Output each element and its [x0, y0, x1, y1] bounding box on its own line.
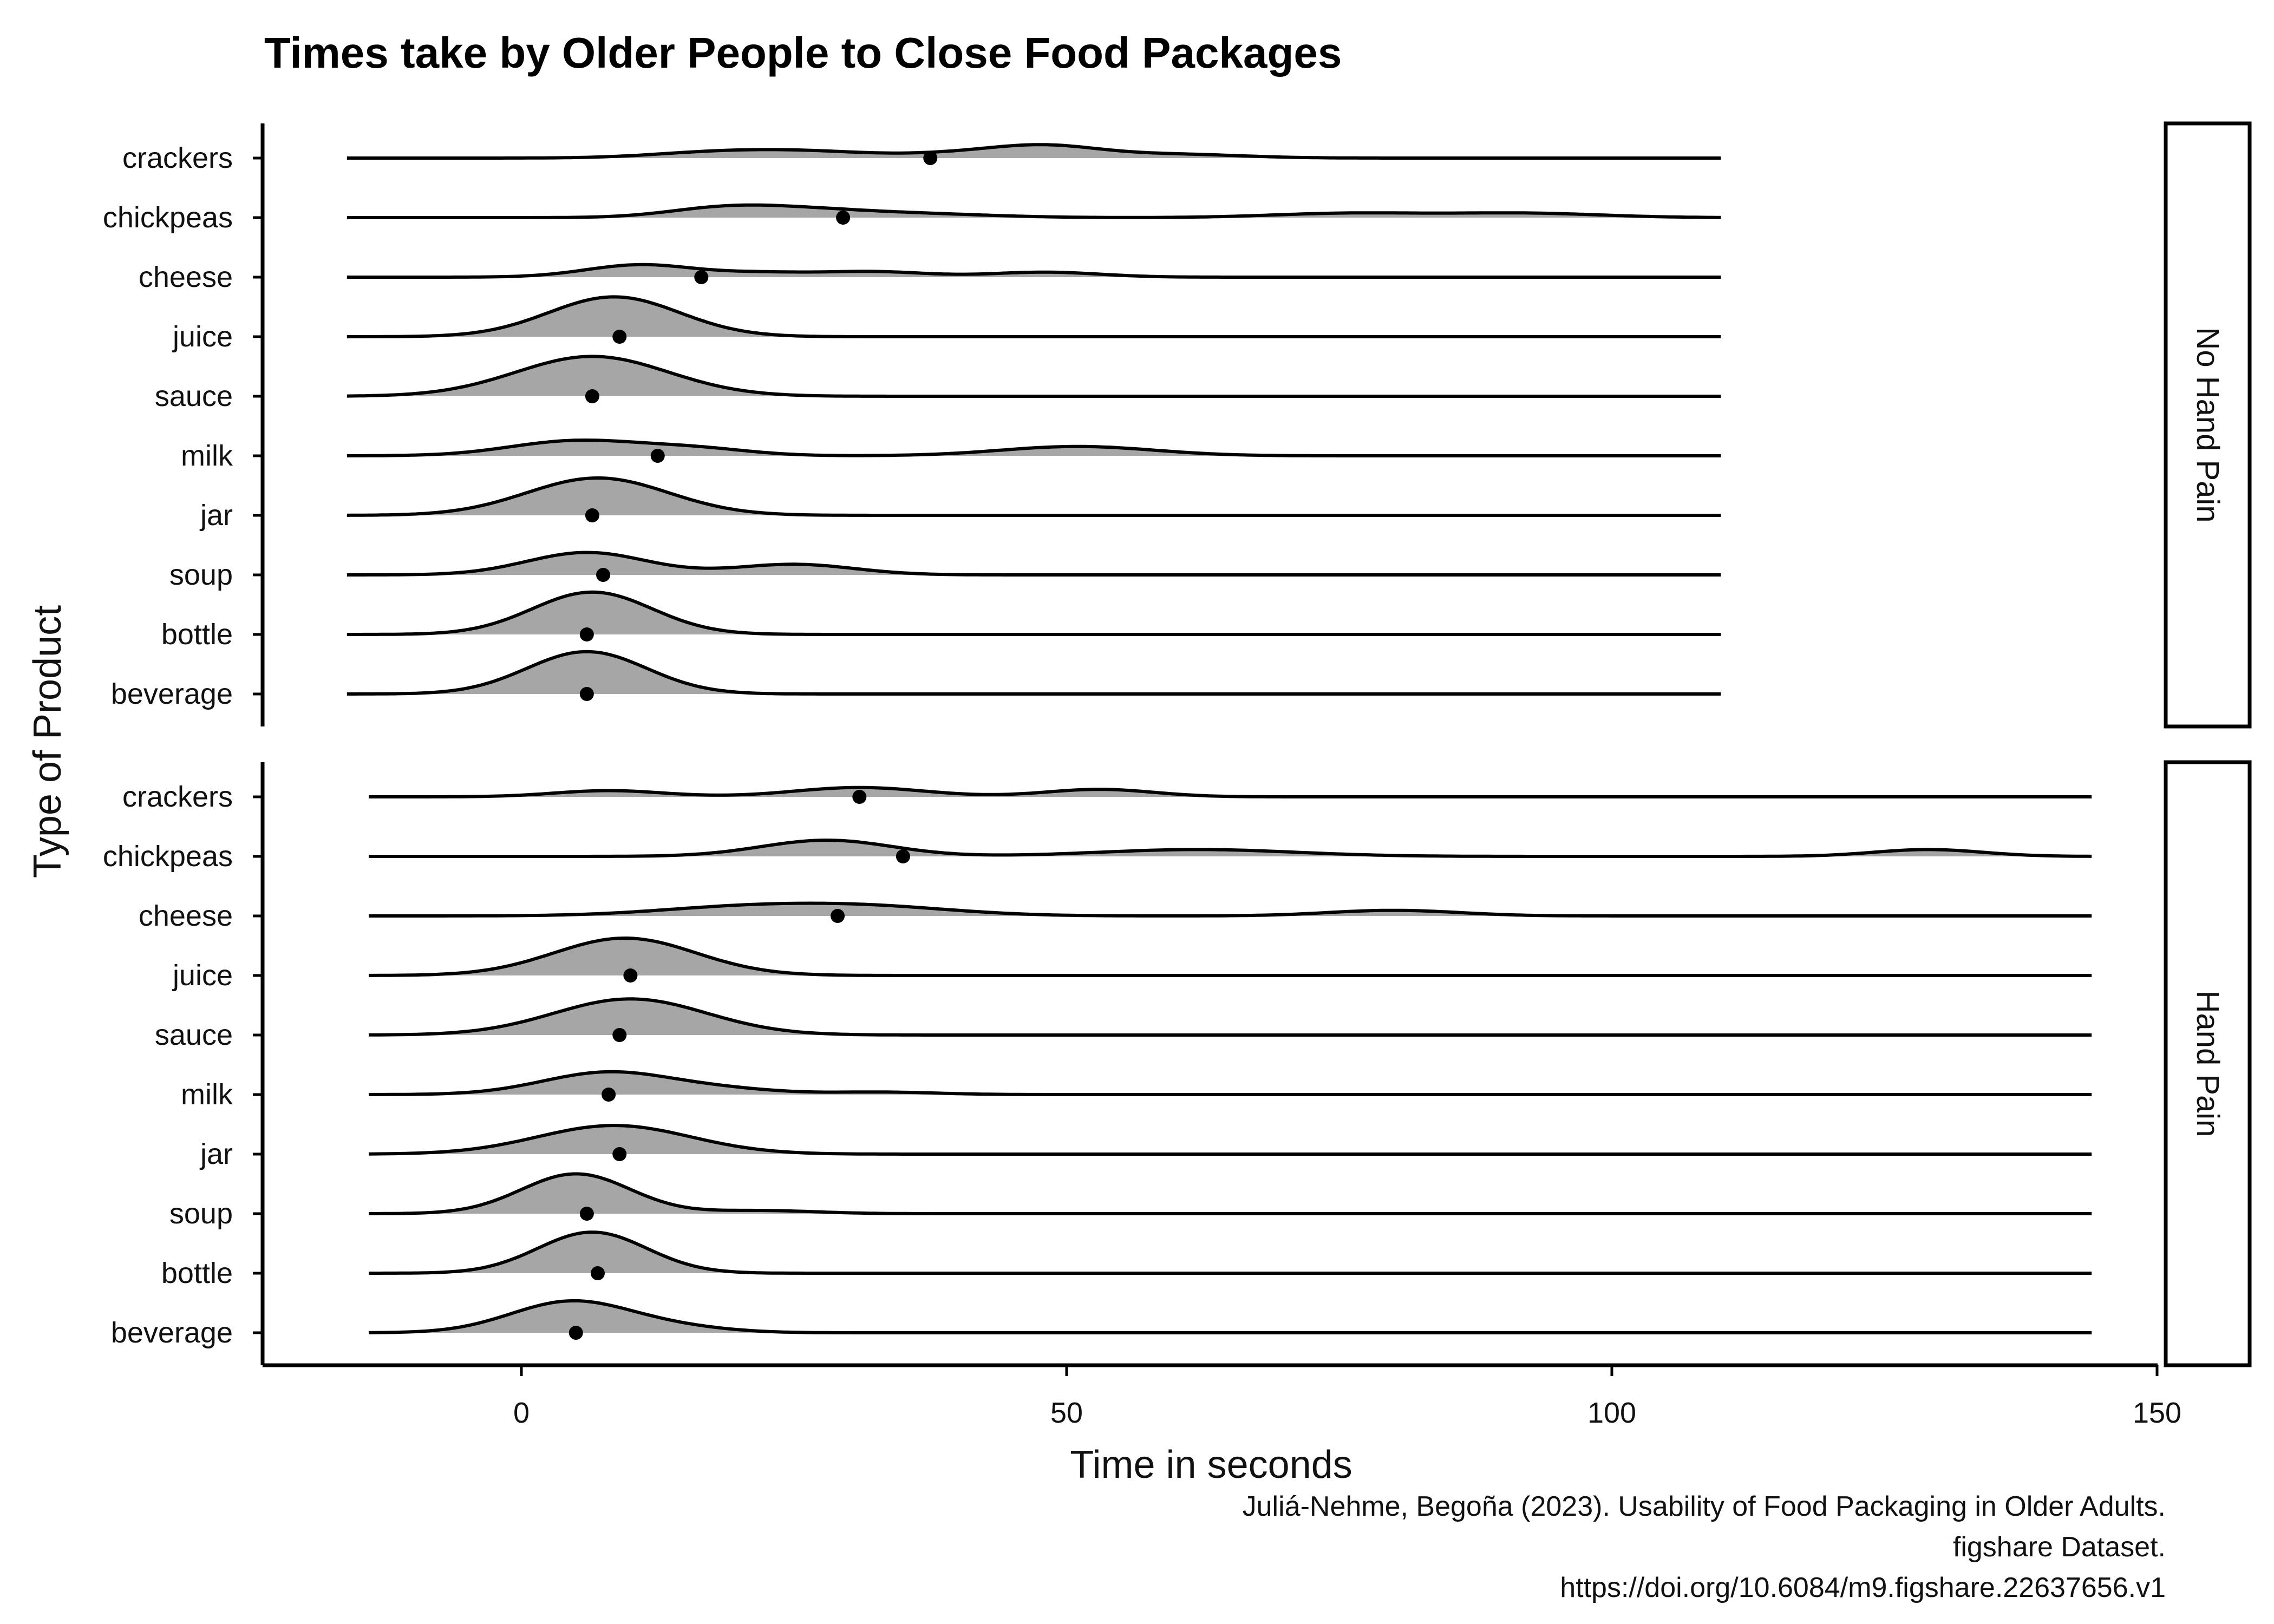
y-tick-label: sauce: [155, 380, 233, 412]
density-curve: [347, 143, 1721, 160]
density-curve: [369, 901, 2092, 918]
y-tick-label: beverage: [111, 1317, 233, 1349]
density-fill: [347, 145, 1721, 158]
panel-no-hand-pain: No Hand Pain crackers chickpeas cheese juice…: [103, 121, 2252, 729]
density-curve: [369, 937, 2092, 977]
y-tick-label: chickpeas: [103, 840, 233, 873]
x-tick-label: 0: [513, 1397, 530, 1429]
facet-strip: [2164, 760, 2252, 1367]
density-fill: [369, 1071, 2092, 1095]
caption-line: Juliá-Nehme, Begoña (2023). Usability of…: [1243, 1491, 2166, 1522]
y-tick-label: sauce: [155, 1019, 233, 1051]
x-axis-label: Time in seconds: [1070, 1443, 1352, 1487]
density-curve: [347, 590, 1721, 636]
mean-point: [585, 389, 599, 403]
mean-point: [579, 687, 594, 701]
density-fill: [347, 592, 1721, 634]
density-fill: [347, 264, 1721, 277]
panel-hand-pain: Hand Pain crackers chickpeas cheese juice sau…: [103, 760, 2252, 1367]
y-tick-label: juice: [172, 320, 233, 353]
x-tick-label: 150: [2133, 1397, 2181, 1429]
mean-point: [596, 568, 611, 582]
density-fill: [347, 478, 1721, 515]
chart-panels: No Hand Pain crackers chickpeas cheese juice…: [103, 121, 2252, 1367]
y-tick-label: bottle: [161, 1257, 233, 1289]
density-fill: [369, 903, 2092, 916]
mean-point: [579, 1207, 594, 1221]
density-curve: [347, 355, 1721, 398]
density-fill: [347, 552, 1721, 575]
mean-point: [590, 1266, 605, 1280]
density-curve: [369, 1230, 2092, 1275]
mean-point: [836, 211, 851, 225]
facet-label: Hand Pain: [2190, 991, 2225, 1137]
facet-label: No Hand Pain: [2190, 327, 2225, 522]
y-axis-label: Type of Product: [26, 605, 69, 878]
x-tick-label: 50: [1050, 1397, 1083, 1429]
y-tick-label: milk: [181, 440, 233, 472]
density-curve: [347, 650, 1721, 696]
caption-line: figshare Dataset.: [1953, 1531, 2166, 1563]
mean-point: [579, 627, 594, 641]
y-tick-label: cheese: [139, 261, 233, 293]
y-tick-label: soup: [169, 1197, 233, 1230]
density-fill: [347, 297, 1721, 337]
caption: Juliá-Nehme, Begoña (2023). Usability of…: [1243, 1491, 2166, 1603]
density-fill: [369, 1300, 2092, 1333]
y-tick-label: juice: [172, 959, 233, 992]
density-fill: [369, 999, 2092, 1035]
density-curve: [369, 1172, 2092, 1215]
density-fill: [369, 787, 2092, 797]
mean-point: [623, 968, 638, 983]
y-tick-label: chickpeas: [103, 201, 233, 234]
density-curve: [368, 1124, 2092, 1156]
density-curve: [368, 1299, 2092, 1334]
y-tick-label: cheese: [139, 900, 233, 932]
density-fill: [369, 1174, 2092, 1214]
mean-point: [852, 790, 867, 804]
y-tick-label: beverage: [111, 678, 233, 710]
mean-point: [896, 849, 910, 863]
y-tick-label: bottle: [161, 618, 233, 651]
density-fill: [369, 1232, 2092, 1273]
x-axis: 0 50 100 150: [263, 1363, 2181, 1429]
density-fill: [347, 356, 1721, 396]
y-tick-label: crackers: [122, 781, 233, 813]
density-curve: [347, 295, 1721, 338]
density-curve: [347, 438, 1721, 457]
density-fill: [369, 938, 2092, 975]
y-tick-label: jar: [199, 499, 233, 532]
density-curve: [347, 476, 1721, 517]
mean-point: [568, 1326, 583, 1340]
y-tick-label: milk: [181, 1078, 233, 1111]
mean-point: [612, 1028, 627, 1042]
density-curve: [369, 785, 2092, 798]
facet-strip: [2164, 121, 2252, 729]
mean-point: [694, 270, 709, 284]
x-tick-label: 100: [1587, 1397, 1636, 1429]
density-fill: [347, 651, 1721, 694]
mean-point: [831, 909, 845, 923]
y-tick-label: soup: [169, 559, 233, 591]
density-curve: [347, 263, 1721, 279]
density-curve: [368, 1070, 2092, 1096]
density-curve: [347, 203, 1721, 219]
mean-point: [923, 151, 938, 165]
density-curve: [369, 997, 2092, 1037]
density-curve: [347, 551, 1721, 577]
y-tick-label: crackers: [122, 142, 233, 174]
mean-point: [585, 508, 599, 522]
density-fill: [369, 1125, 2092, 1154]
mean-point: [612, 330, 627, 344]
chart-title: Times take by Older People to Close Food…: [264, 29, 1342, 77]
density-fill: [369, 840, 2092, 856]
mean-point: [612, 1147, 627, 1161]
y-tick-label: jar: [199, 1138, 233, 1170]
mean-point: [650, 449, 665, 463]
mean-point: [602, 1088, 616, 1102]
caption-line: https://doi.org/10.6084/m9.figshare.2263…: [1560, 1572, 2166, 1603]
density-curve: [369, 839, 2092, 858]
